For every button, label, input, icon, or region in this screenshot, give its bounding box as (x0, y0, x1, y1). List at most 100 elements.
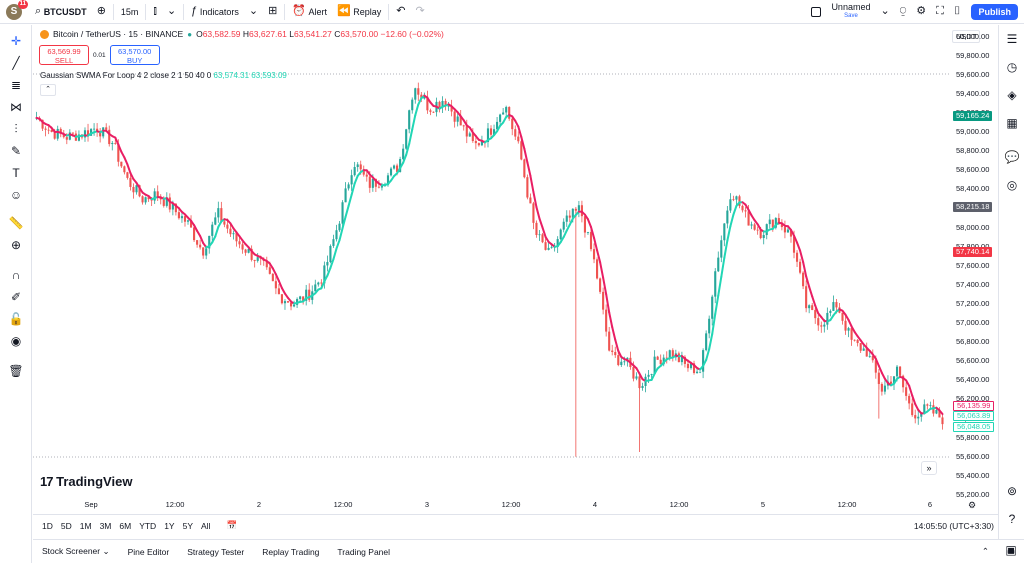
layers-icon[interactable]: ◈ (1007, 88, 1017, 102)
snapshot-button[interactable]: ⌷ (949, 0, 966, 24)
price-chart[interactable] (33, 25, 950, 497)
swma-segment (399, 161, 405, 170)
watchlist-icon[interactable]: ☰ (1006, 32, 1018, 46)
range-3m[interactable]: 3M (99, 520, 112, 531)
tab-replay-trading[interactable]: Replay Trading (262, 546, 320, 557)
maximize-panel-icon[interactable]: ▭ (1006, 546, 1015, 556)
swma-segment (526, 161, 532, 177)
price-tick-label: 55,400.00 (956, 470, 990, 480)
gear-icon: ⚙ (916, 5, 927, 17)
buy-button[interactable]: 63,570.00 BUY (109, 45, 160, 65)
broadcast-icon[interactable]: ◎ (1006, 178, 1018, 192)
settings-button[interactable]: ⚙ (911, 0, 931, 24)
swma-segment (714, 294, 720, 316)
chart-type-button[interactable]: ⫾ (148, 0, 162, 24)
range-1d[interactable]: 1D (42, 520, 53, 531)
sell-button[interactable]: 63,569.99 SELL (39, 45, 89, 65)
collapse-legend-button[interactable]: ⌃ (40, 84, 56, 96)
crosshair-icon[interactable]: ✛ (10, 34, 22, 48)
candle-body (868, 355, 871, 357)
price-tick-label: 57,400.00 (956, 279, 990, 289)
range-5d[interactable]: 5D (60, 520, 72, 531)
expand-panel-icon[interactable]: ⌃ (981, 546, 989, 556)
candle-body (465, 126, 468, 137)
fib-retracement-icon[interactable]: ≣ (10, 78, 22, 92)
trash-icon[interactable]: 🗑 (8, 364, 24, 378)
indicators-dropdown[interactable]: ⌄ (244, 0, 263, 24)
forecast-icon[interactable]: ⫶ (14, 122, 18, 136)
panel-toggle-icon[interactable]: ▣ (1005, 543, 1017, 557)
magnet-icon[interactable]: ∩ (11, 268, 21, 282)
compare-symbol-button[interactable]: ⊕ (92, 0, 111, 24)
redo-button[interactable]: ↷ (410, 0, 429, 24)
user-avatar[interactable]: S 11 (6, 0, 28, 20)
emoji-icon[interactable]: ☺ (9, 188, 23, 202)
currency-button[interactable]: USDT (952, 30, 981, 43)
tab-strategy-tester[interactable]: Strategy Tester (187, 546, 245, 557)
bitcoin-icon (40, 29, 49, 39)
range-1y[interactable]: 1Y (164, 520, 175, 531)
range-6m[interactable]: 6M (119, 520, 132, 531)
ohlc-values: O63,582.59 H63,627.61 L63,541.27 C63,570… (196, 29, 444, 39)
quick-search-button[interactable]: ⍜ (895, 0, 912, 24)
fullscreen-button[interactable]: ⛶ (931, 0, 949, 24)
swma-segment (353, 174, 359, 185)
lock-icon[interactable]: 🔓 (8, 312, 24, 326)
layout-grid-button[interactable]: ⊞ (263, 0, 282, 24)
layout-name-button[interactable]: Unnamed Save (826, 0, 875, 24)
trend-line-icon[interactable]: ╱ (12, 56, 20, 70)
indicators-button[interactable]: ƒ Indicators (186, 0, 244, 24)
chat-icon[interactable]: 💬 (1004, 150, 1020, 164)
swma-segment (568, 217, 574, 226)
candle-body (120, 161, 123, 167)
chart-type-dropdown[interactable]: ⌄ (162, 0, 181, 24)
swma-segment (911, 394, 917, 406)
price-axis[interactable]: 60,000.0059,800.0059,600.0059,400.0059,2… (950, 25, 998, 499)
candle-body (123, 166, 126, 173)
candle-body (341, 202, 344, 224)
replay-button[interactable]: ⏪ Replay (332, 0, 386, 24)
candle-body (511, 118, 514, 130)
range-ytd[interactable]: YTD (139, 520, 157, 531)
undo-button[interactable]: ↶ (391, 0, 410, 24)
candle-body (50, 129, 53, 132)
interval-button[interactable]: 15m (120, 6, 139, 17)
candle-body (438, 101, 441, 108)
range-5y[interactable]: 5Y (182, 520, 193, 531)
indicator-legend[interactable]: Gaussian SWMA For Loop 4 2 close 2 1 50 … (40, 71, 287, 80)
eye-icon[interactable]: ◉ (10, 334, 22, 348)
tab-stock-screener[interactable]: Stock Screener ⌄ (42, 546, 110, 556)
symbol-pair[interactable]: Bitcoin / TetherUS · 15 · BINANCE (53, 29, 184, 39)
brush-icon[interactable]: ✎ (10, 144, 22, 158)
publish-button[interactable]: Publish (971, 3, 1018, 20)
target-icon[interactable]: ⊚ (1006, 484, 1018, 498)
swma-segment (726, 225, 732, 242)
axis-settings-icon[interactable]: ⚙ (968, 500, 977, 510)
candle-body (205, 248, 208, 256)
layout-checkbox[interactable] (806, 0, 826, 24)
calendar-icon[interactable]: ▦ (1006, 116, 1018, 130)
go-to-date-icon[interactable]: 📅 (226, 520, 238, 530)
layout-dropdown[interactable]: ⌄ (875, 0, 894, 24)
alerts-clock-icon[interactable]: ◷ (1006, 60, 1018, 74)
swma-segment (529, 174, 535, 194)
candle-body (792, 236, 796, 253)
clock-timezone[interactable]: 14:05:50 (UTC+3:30) (913, 520, 994, 531)
swma-segment (565, 223, 571, 232)
candle-body (892, 376, 896, 384)
text-icon[interactable]: T (12, 166, 20, 180)
range-all[interactable]: All (201, 520, 211, 531)
tab-trading-panel[interactable]: Trading Panel (337, 546, 391, 557)
tab-pine-editor[interactable]: Pine Editor (127, 546, 170, 557)
zoom-in-icon[interactable]: ⊕ (10, 238, 22, 252)
time-axis[interactable]: Sep 12:00 2 12:00 3 12:00 4 12:00 5 12:00 6 (33, 497, 950, 513)
stay-in-drawing-icon[interactable]: ✐ (10, 290, 22, 304)
range-1m[interactable]: 1M (79, 520, 92, 531)
scroll-to-realtime-button[interactable]: » (921, 461, 937, 475)
ruler-icon[interactable]: 📏 (8, 216, 24, 230)
pattern-icon[interactable]: ⋈ (10, 100, 22, 114)
candle-body (614, 352, 617, 356)
help-icon[interactable]: ? (1008, 512, 1016, 526)
alert-button[interactable]: ⏰ Alert (287, 0, 332, 24)
symbol-search-button[interactable]: ⌕ BTCUSDT (30, 0, 92, 24)
